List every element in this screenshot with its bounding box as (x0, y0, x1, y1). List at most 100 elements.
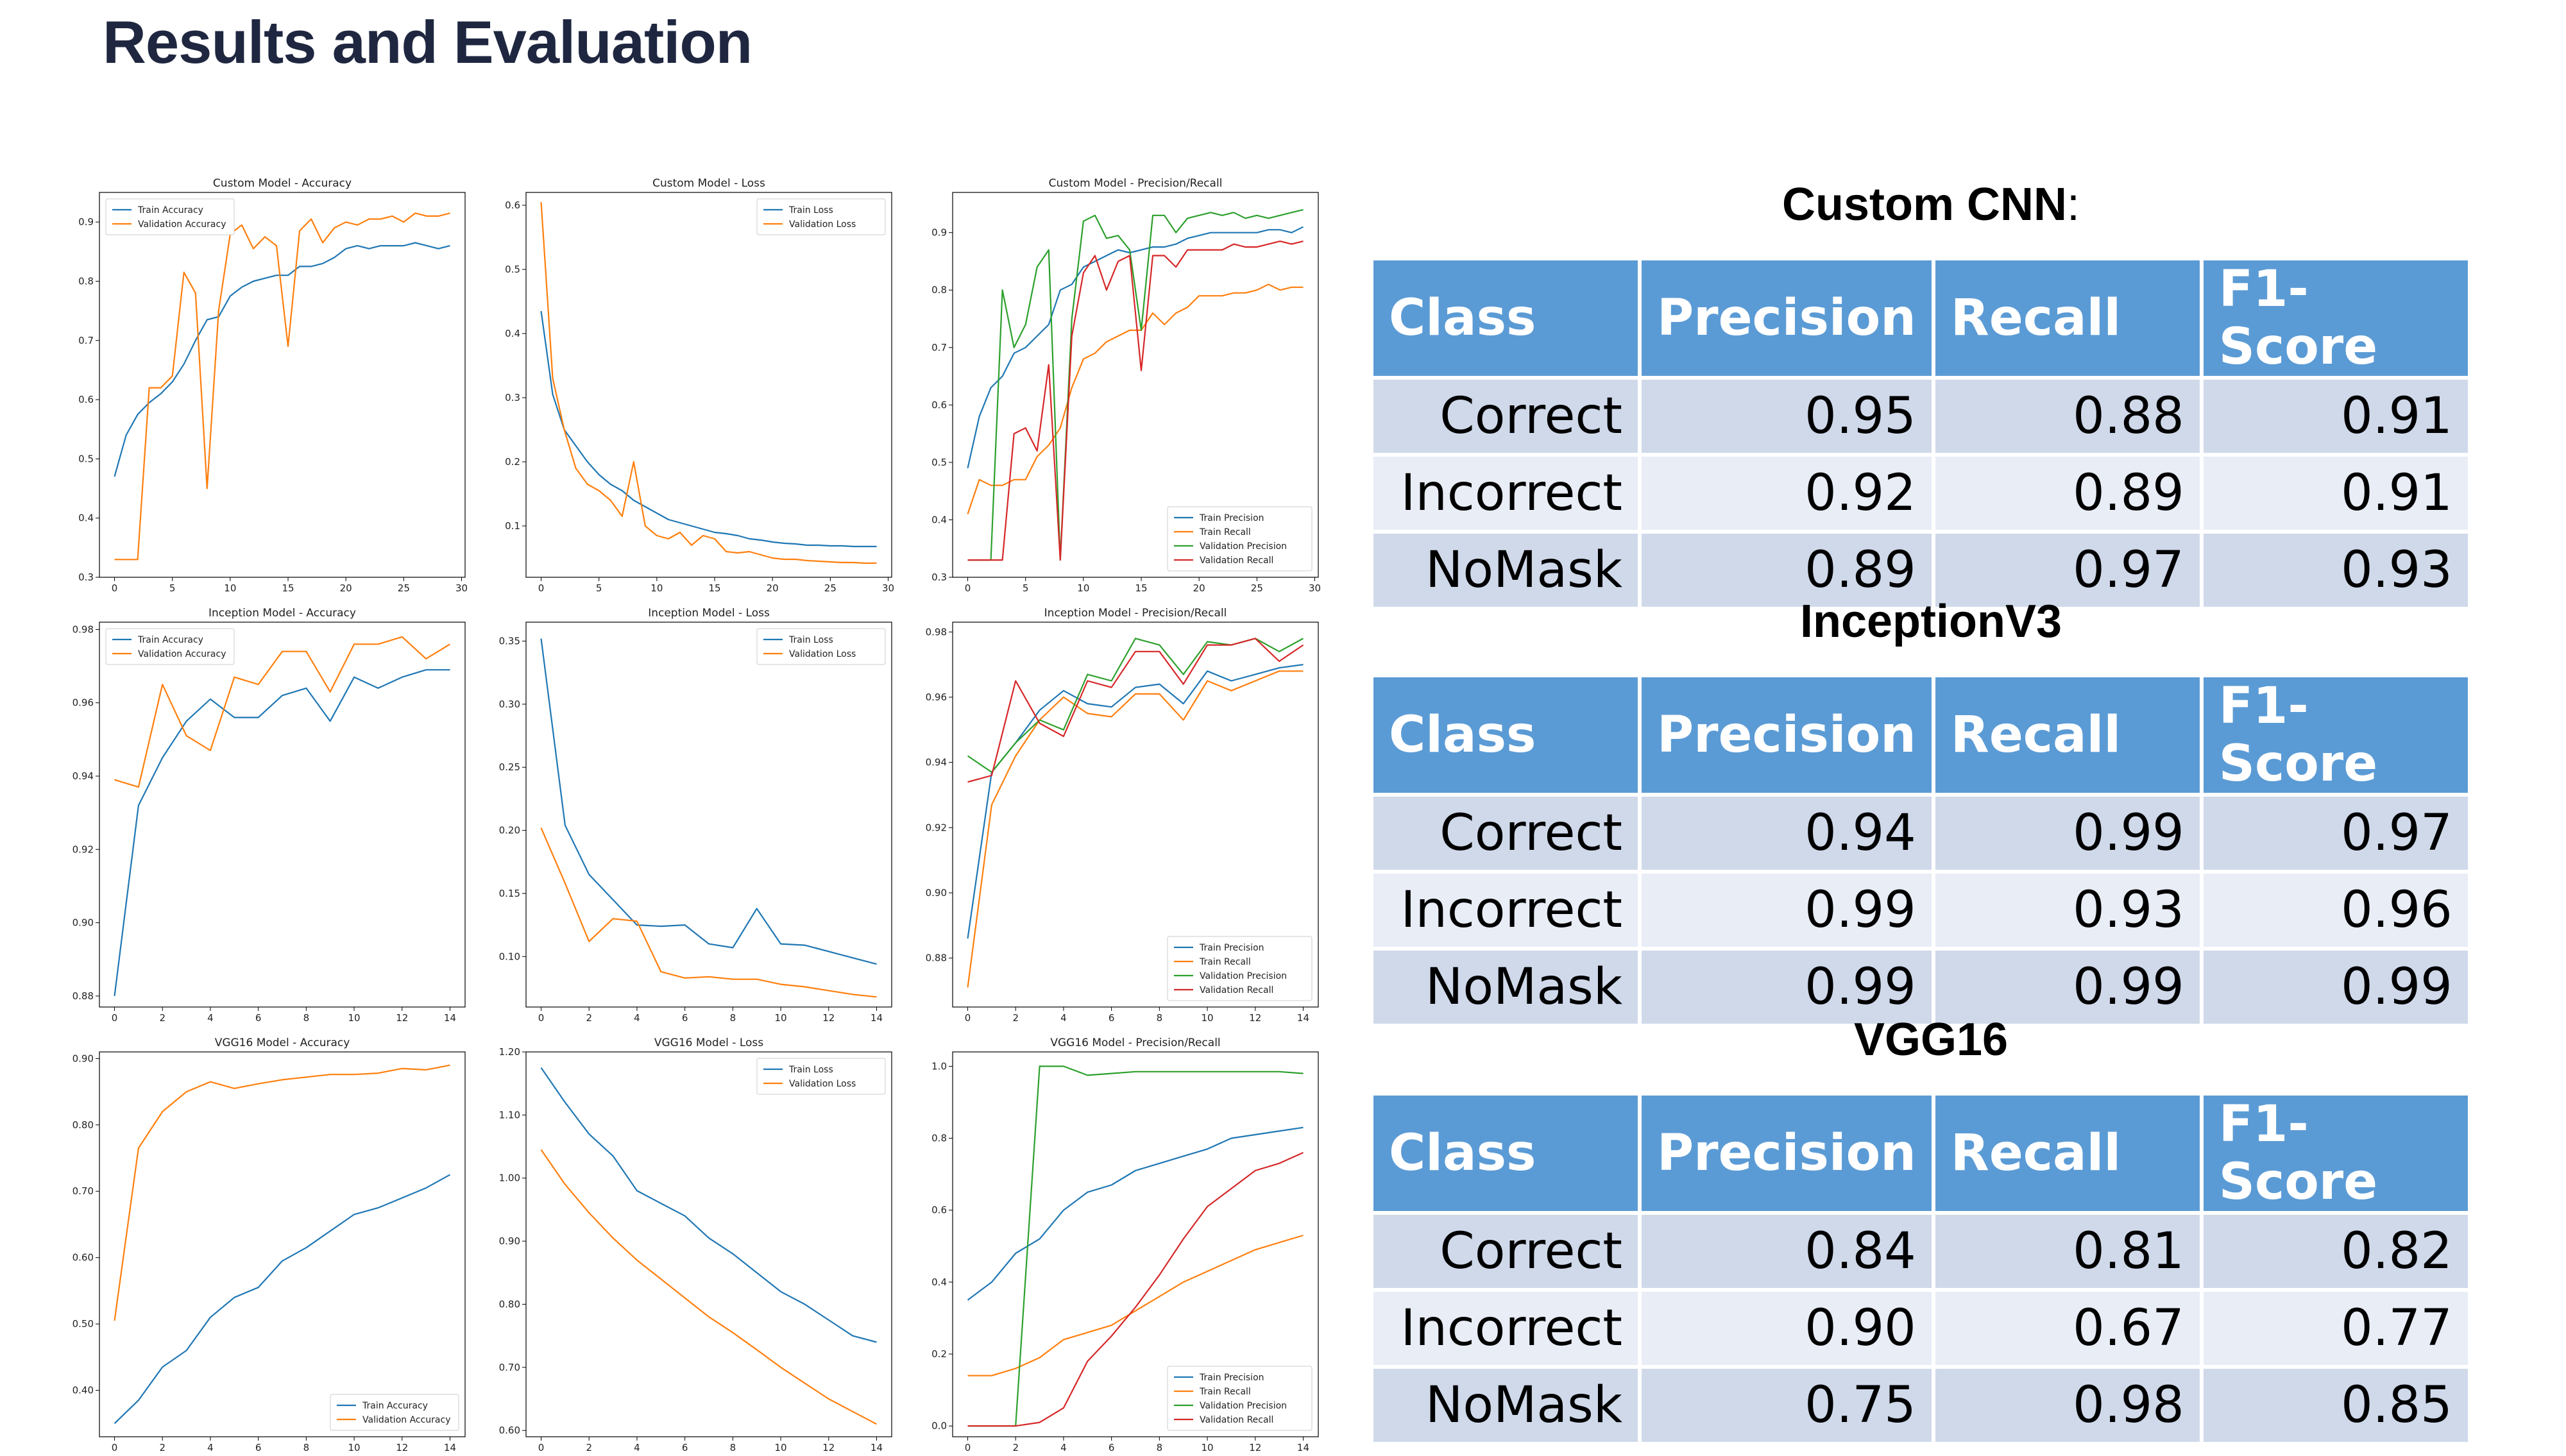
legend-box (330, 1394, 459, 1431)
y-tick-label: 1.10 (499, 1109, 520, 1121)
x-tick-label: 20 (1193, 582, 1205, 594)
cell-class: Incorrect (1373, 1292, 1638, 1365)
table-header-row: Class Precision Recall F1-Score (1373, 1096, 2468, 1211)
x-tick-label: 12 (396, 1442, 408, 1453)
y-tick-label: 0.6 (505, 199, 520, 211)
series-line-4 (967, 240, 1304, 561)
y-tick-label: 0.80 (72, 1119, 94, 1131)
y-tick-label: 0.40 (72, 1385, 94, 1396)
y-tick-label: 1.00 (499, 1172, 520, 1184)
series-line-3 (967, 208, 1304, 561)
x-tick-label: 14 (871, 1012, 883, 1024)
legend-label: Validation Accuracy (138, 219, 226, 230)
header-f1-score: F1-Score (2203, 677, 2468, 793)
y-tick-label: 0.98 (926, 626, 947, 638)
cell-class: NoMask (1373, 1369, 1638, 1442)
chart-custom-accuracy: Custom Model - Accuracy 0 5 10 15 20 25 30 0.3 0.… (55, 173, 478, 597)
table-heading-vgg16: VGG16 (1370, 1013, 2492, 1066)
slide-title: Results and Evaluation (103, 8, 752, 76)
header-precision: Precision (1642, 677, 1932, 793)
series-line-2 (967, 1234, 1304, 1376)
x-tick-label: 10 (775, 1442, 787, 1453)
chart-title: Inception Model - Loss (648, 607, 770, 620)
legend-box (1167, 506, 1313, 571)
series-line-2 (540, 1149, 878, 1425)
x-tick-label: 12 (1249, 1012, 1261, 1024)
y-tick-label: 0.80 (499, 1298, 520, 1310)
legend-label: Train Loss (788, 205, 833, 216)
y-tick-label: 0.96 (926, 691, 947, 703)
y-tick-label: 0.20 (499, 825, 520, 836)
cell-f1-score: 0.85 (2203, 1369, 2468, 1442)
chart-title: Inception Model - Accuracy (208, 607, 356, 620)
y-tick-label: 0.0 (931, 1420, 947, 1432)
cell-recall: 0.67 (1935, 1292, 2200, 1365)
series-line-1 (967, 664, 1304, 939)
header-class: Class (1373, 677, 1638, 793)
x-tick-label: 6 (682, 1012, 688, 1024)
x-tick-label: 12 (822, 1012, 835, 1024)
x-tick-label: 8 (730, 1442, 736, 1453)
header-f1-score: F1-Score (2203, 260, 2468, 376)
cell-precision: 0.95 (1642, 380, 1932, 453)
plot-frame (99, 622, 466, 1008)
legend-box (756, 198, 886, 235)
legend-label: Train Recall (1199, 527, 1251, 538)
chart-svg: Custom Model - Accuracy 0 5 10 15 20 25 30 0.3 0.… (78, 177, 468, 594)
cell-class: Incorrect (1373, 457, 1638, 530)
chart-title: Custom Model - Accuracy (213, 177, 352, 190)
table-heading-text: InceptionV3 (1799, 596, 2062, 647)
cell-f1-score: 0.97 (2203, 797, 2468, 870)
x-tick-label: 0 (538, 582, 545, 594)
chart-svg: VGG16 Model - Precision/Recall 0 2 4 6 8 10 12 1… (931, 1037, 1319, 1453)
y-tick-label: 0.5 (931, 457, 947, 468)
x-tick-label: 5 (1023, 582, 1029, 594)
y-tick-label: 0.5 (505, 264, 520, 275)
chart-legend: Train Precision Train Recall Validation Pr… (1167, 506, 1313, 571)
x-tick-label: 5 (596, 582, 602, 594)
y-tick-label: 0.4 (78, 512, 94, 524)
legend-label: Validation Loss (789, 1079, 856, 1089)
chart-legend: Train Loss Validation Loss (756, 628, 886, 665)
chart-inception-accuracy: Inception Model - Accuracy 0 2 4 6 8 10 12 14 0.8… (55, 603, 478, 1026)
chart-title: Custom Model - Precision/Recall (1049, 177, 1223, 190)
x-tick-label: 2 (159, 1012, 166, 1024)
chart-svg: Inception Model - Loss 0 2 4 6 8 10 12 14 0.10 0.1… (499, 607, 892, 1024)
series-line-2 (540, 201, 877, 564)
table-row: Incorrect 0.92 0.89 0.91 (1373, 457, 2468, 530)
x-tick-label: 8 (303, 1442, 310, 1453)
y-tick-label: 0.7 (931, 342, 947, 353)
cell-class: NoMask (1373, 951, 1638, 1024)
y-tick-label: 0.50 (72, 1318, 94, 1330)
cell-recall: 0.93 (1935, 874, 2200, 947)
cell-f1-score: 0.91 (2203, 457, 2468, 530)
y-tick-label: 0.4 (931, 1276, 947, 1288)
x-tick-label: 2 (1012, 1442, 1019, 1453)
chart-vgg16-accuracy: VGG16 Model - Accuracy 0 2 4 6 8 10 12 14 0.40 0.5… (55, 1033, 478, 1456)
x-tick-label: 15 (708, 582, 720, 594)
legend-label: Train Loss (788, 1065, 833, 1075)
series-line-1 (967, 226, 1304, 469)
y-tick-label: 0.96 (72, 697, 94, 709)
x-tick-label: 4 (1060, 1442, 1067, 1453)
x-tick-label: 6 (255, 1442, 262, 1453)
x-tick-label: 15 (1135, 582, 1147, 594)
y-tick-label: 0.30 (499, 698, 520, 710)
legend-label: Train Precision (1199, 513, 1264, 523)
chart-legend: Train Precision Train Recall Validation Pr… (1167, 1366, 1313, 1431)
y-tick-label: 0.25 (499, 761, 520, 773)
y-tick-label: 0.6 (931, 399, 947, 411)
table-row: NoMask 0.89 0.97 0.93 (1373, 534, 2468, 607)
y-tick-label: 0.2 (931, 1348, 947, 1360)
y-tick-label: 0.92 (72, 843, 94, 855)
chart-title: VGG16 Model - Precision/Recall (1050, 1037, 1220, 1049)
chart-title: Inception Model - Precision/Recall (1044, 607, 1227, 620)
cell-class: Incorrect (1373, 874, 1638, 947)
legend-box (1167, 936, 1313, 1001)
x-tick-label: 12 (822, 1442, 835, 1453)
chart-legend: Train Loss Validation Loss (756, 198, 886, 235)
x-tick-label: 12 (396, 1012, 408, 1024)
y-tick-label: 0.98 (72, 623, 94, 635)
metrics-table-vgg16: Class Precision Recall F1-Score Correct … (1370, 1092, 2472, 1446)
cell-recall: 0.81 (1935, 1215, 2200, 1288)
